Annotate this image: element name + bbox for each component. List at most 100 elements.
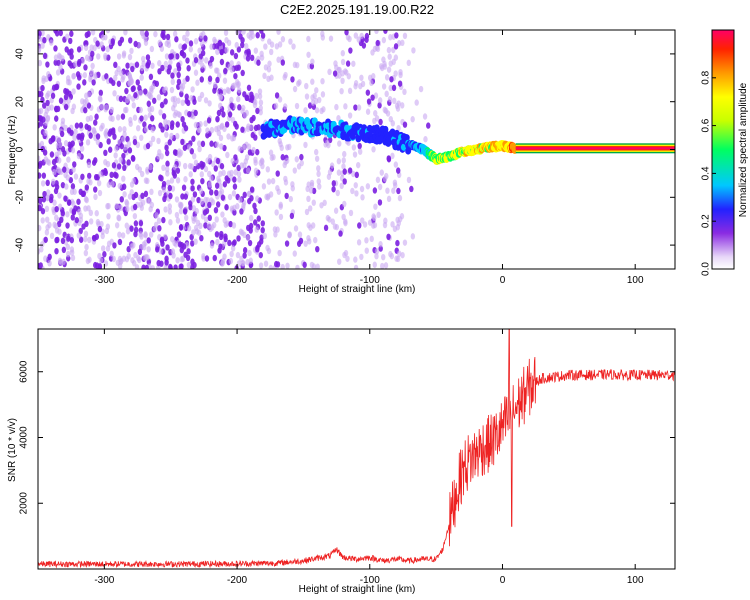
spectrogram-noise-point — [397, 194, 403, 202]
spectrogram-noise-point — [86, 205, 91, 212]
spectrogram-noise-point — [156, 217, 162, 224]
spectrogram-noise-point — [253, 219, 258, 226]
spectrogram-noise-point — [265, 244, 270, 252]
spectrogram-noise-point — [350, 187, 355, 195]
spectrogram-noise-point — [232, 209, 237, 216]
spectrogram-noise-point — [375, 45, 381, 53]
spectrogram-noise-point — [94, 262, 100, 269]
spectrogram-noise-point — [125, 228, 131, 235]
spectrogram-noise-point — [185, 57, 190, 64]
spectrogram-noise-point — [273, 231, 278, 238]
spectrogram-noise-point — [268, 191, 274, 198]
spectrogram-noise-point — [121, 255, 127, 262]
spectrogram-noise-point — [124, 200, 130, 207]
spectrogram-noise-point — [145, 62, 151, 69]
spectrogram-noise-point — [410, 116, 415, 123]
spectrogram-noise-point — [159, 45, 165, 52]
spectrogram-noise-point — [263, 43, 268, 50]
spectrogram-noise-point — [96, 53, 101, 60]
spectrogram-noise-point — [168, 58, 173, 66]
spectrogram-noise-point — [148, 231, 154, 238]
spectrogram-noise-point — [209, 175, 214, 182]
spectrogram-noise-point — [146, 246, 151, 253]
spectrogram-noise-point — [406, 59, 411, 67]
spectrogram-noise-point — [143, 39, 149, 46]
spectrogram-noise-point — [189, 163, 195, 170]
spectrogram-noise-point — [357, 148, 363, 155]
spectrogram-noise-point — [193, 238, 198, 245]
spectrogram-noise-point — [38, 122, 41, 129]
spectrogram-noise-point — [166, 41, 172, 49]
spectrogram-noise-point — [265, 194, 271, 201]
spectrogram-noise-point — [218, 170, 223, 177]
spectrogram-noise-point — [299, 153, 304, 161]
spectrogram-noise-point — [287, 231, 292, 239]
snr-panel: -300 -200 -100 0 100 2000 4000 6000 Height of … — [7, 328, 676, 595]
spectrogram-noise-point — [84, 243, 89, 251]
spectrogram-noise-point — [186, 225, 192, 232]
spectrogram-noise-point — [306, 235, 311, 242]
spectrogram-noise-point — [125, 62, 130, 69]
spectrogram-noise-point — [65, 243, 71, 251]
spectrogram-noise-point — [275, 170, 280, 177]
spectrogram-noise-point — [373, 92, 379, 99]
spectrogram-noise-point — [138, 89, 143, 97]
spectrogram-noise-point — [227, 193, 233, 201]
spectrogram-noise-point — [124, 222, 129, 229]
spectrogram-noise-point — [212, 254, 217, 262]
spectrogram-noise-point — [175, 132, 180, 140]
spectrogram-noise-point — [260, 226, 265, 234]
spectrogram-noise-point — [256, 59, 261, 66]
spectrogram-noise-point — [242, 112, 248, 119]
spectrogram-noise-point — [254, 92, 259, 100]
spectrogram-noise-point — [359, 185, 365, 193]
spectrogram-noise-point — [254, 226, 259, 233]
spectrogram-x-ticks: -300 -200 -100 0 100 — [94, 30, 644, 286]
spectrogram-noise-point — [203, 97, 209, 104]
spectrogram-noise-point — [244, 43, 249, 50]
spectrogram-noise-point — [78, 236, 84, 243]
spectrogram-noise-point — [315, 245, 320, 253]
spectrogram-noise-point — [410, 233, 416, 240]
spectrogram-noise-point — [88, 209, 94, 217]
spectrogram-noise-point — [91, 127, 97, 134]
spectrogram-noise-point — [378, 241, 383, 248]
spectrogram-noise-point — [246, 224, 251, 232]
spectrogram-noise-point — [342, 168, 347, 175]
spectrogram-noise-point — [53, 187, 59, 195]
spectrogram-noise-point — [54, 115, 59, 122]
spectrogram-noise-point — [96, 179, 102, 187]
spectrogram-noise-point — [93, 173, 99, 181]
spectrogram-noise-point — [215, 67, 220, 74]
spectrogram-noise-point — [199, 171, 204, 178]
spectrogram-noise-point — [84, 184, 90, 191]
spectrogram-noise-point — [348, 47, 353, 54]
spectrogram-noise-point — [313, 236, 318, 244]
spectrogram-noise-point — [88, 114, 94, 122]
spectrogram-noise-point — [149, 188, 154, 196]
spectrogram-noise-point — [172, 101, 178, 108]
spectrogram-noise-point — [312, 92, 317, 99]
spectrogram-noise-point — [109, 250, 114, 258]
spectrogram-noise-point — [76, 198, 81, 205]
spectrogram-noise-point — [308, 187, 314, 194]
colorbar-tick-label: 0.6 — [701, 118, 712, 132]
spectrogram-noise-point — [353, 264, 359, 269]
spectrogram-noise-point — [90, 50, 95, 58]
spectrogram-noise-point — [305, 185, 310, 193]
spectrogram-noise-point — [125, 205, 130, 213]
spectrogram-x-tick-label: -300 — [94, 275, 114, 286]
spectrogram-noise-point — [351, 170, 356, 178]
spectrogram-noise-point — [120, 136, 126, 143]
spectrogram-noise-point — [221, 111, 226, 118]
spectrogram-noise-point — [201, 161, 206, 169]
spectrogram-noise-point — [59, 130, 65, 138]
spectrogram-noise-point — [385, 187, 390, 194]
spectrogram-noise-point — [361, 42, 367, 49]
spectrogram-noise-point — [257, 88, 263, 95]
spectrogram-noise-point — [374, 248, 380, 255]
spectrogram-noise-point — [146, 91, 152, 98]
spectrogram-noise-point — [347, 112, 353, 119]
spectrogram-noise-point — [338, 230, 343, 237]
